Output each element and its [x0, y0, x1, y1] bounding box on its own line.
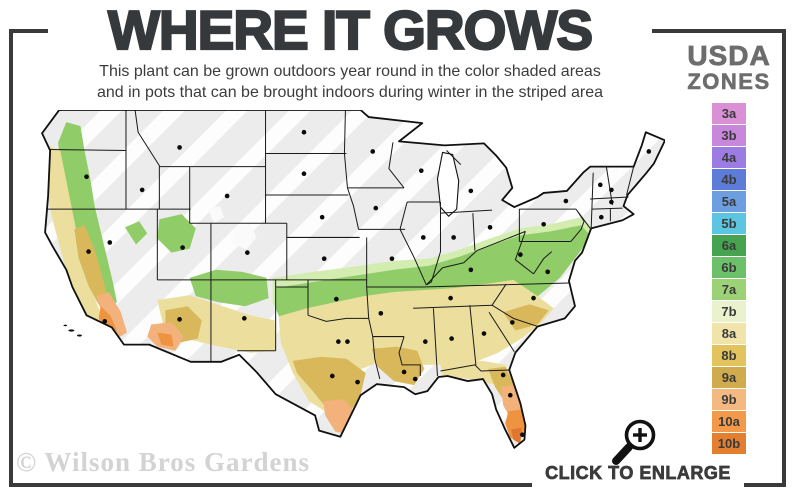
usda-zone-map[interactable]	[38, 109, 666, 464]
legend-title-zones: ZONES	[687, 69, 771, 94]
legend-zone-chip-9a: 9a	[712, 367, 746, 388]
subtitle-line-2: and in pots that can be brought indoors …	[96, 84, 604, 101]
legend-zone-chip-7b: 7b	[712, 301, 746, 322]
state-borders	[46, 109, 635, 380]
legend-zone-chip-9b: 9b	[712, 389, 746, 410]
click-to-enlarge-label[interactable]: CLICK TO ENLARGE	[545, 463, 731, 484]
legend-zone-list: 3a 3b 4a 4b 5a 5b 6a 6b 7a 7b 8a 8b 9a 9b 10a 10b	[678, 103, 780, 455]
legend-zone-chip-6b: 6b	[712, 257, 746, 278]
legend-zone-chip-4b: 4b	[712, 169, 746, 190]
magnifier-plus-icon[interactable]	[606, 416, 662, 468]
city-dots	[84, 129, 652, 437]
legend-zone-chip-3a: 3a	[712, 103, 746, 124]
legend-zone-chip-5b: 5b	[712, 213, 746, 234]
legend-zone-chip-8b: 8b	[712, 345, 746, 366]
channel-islands	[63, 324, 82, 337]
click-to-enlarge[interactable]: CLICK TO ENLARGE	[532, 458, 744, 494]
legend-zone-chip-10b: 10b	[712, 433, 746, 454]
legend-zone-chip-4a: 4a	[712, 147, 746, 168]
legend-title-usda: USDA	[687, 40, 771, 71]
watermark: © Wilson Bros Gardens	[16, 447, 310, 477]
legend-zone-chip-3b: 3b	[712, 125, 746, 146]
subtitle-line-1: This plant can be grown outdoors year ro…	[99, 63, 601, 80]
legend-zone-chip-5a: 5a	[712, 191, 746, 212]
page-title: WHERE IT GROWS	[107, 0, 594, 61]
legend-zone-chip-8a: 8a	[712, 323, 746, 344]
usda-zones-legend: USDA ZONES 3a 3b 4a 4b 5a 5b 6a 6b 7a 7b 8a 8b 9a 9b 1…	[678, 40, 780, 455]
header: WHERE IT GROWS This plant can be grown o…	[48, 0, 652, 104]
legend-zone-chip-7a: 7a	[712, 279, 746, 300]
legend-zone-chip-10a: 10a	[712, 411, 746, 432]
us-map-svg[interactable]	[38, 109, 666, 464]
legend-zone-chip-6a: 6a	[712, 235, 746, 256]
